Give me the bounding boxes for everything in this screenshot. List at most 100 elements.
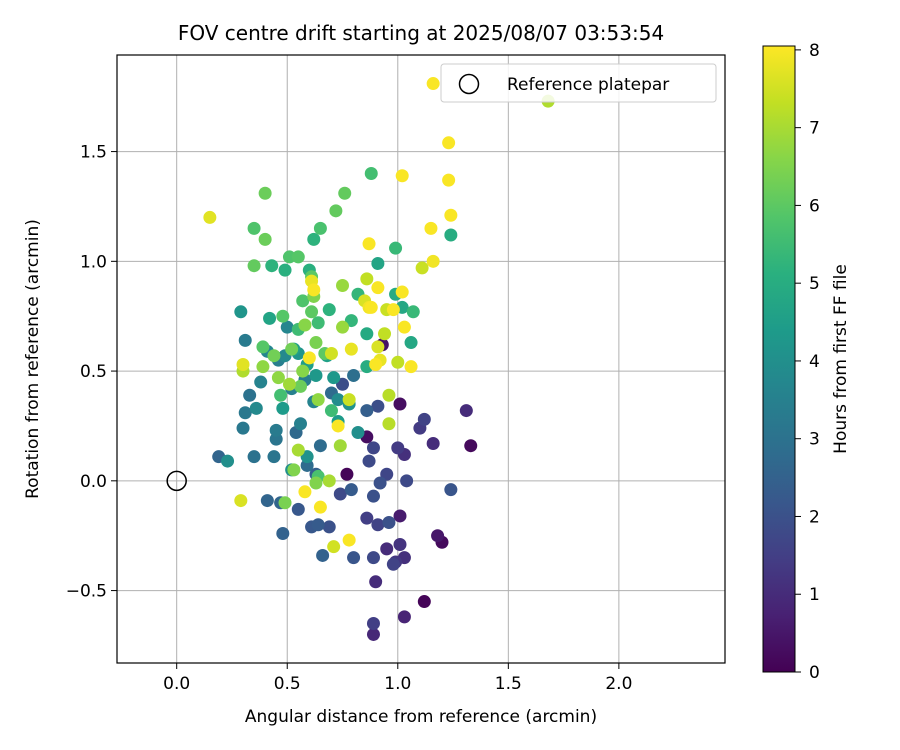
- scatter-point: [360, 511, 374, 525]
- colorbar-tick-label: 2: [809, 507, 820, 527]
- scatter-point: [258, 186, 272, 200]
- scatter-point: [426, 254, 440, 268]
- scatter-point: [322, 520, 336, 534]
- scatter-point: [426, 437, 440, 451]
- scatter-point: [431, 529, 445, 543]
- scatter-point: [305, 305, 319, 319]
- scatter-point: [256, 360, 270, 374]
- scatter-point: [311, 393, 325, 407]
- colorbar-tick-label: 5: [809, 274, 820, 294]
- scatter-point: [316, 548, 330, 562]
- scatter-point: [324, 404, 338, 418]
- scatter-point: [256, 340, 270, 354]
- grid-lines: [117, 55, 725, 663]
- scatter-point: [378, 327, 392, 341]
- scatter-point: [263, 311, 277, 325]
- y-tick-label: 1.5: [80, 143, 107, 163]
- scatter-point: [313, 500, 327, 514]
- scatter-point: [391, 441, 405, 455]
- x-axis-ticks: 0.0 0.5 1.0 1.5 2.0: [163, 663, 632, 694]
- scatter-point: [331, 393, 345, 407]
- scatter-point: [294, 417, 308, 431]
- y-axis-label: Rotation from reference (arcmin): [23, 219, 43, 499]
- scatter-point: [382, 388, 396, 402]
- scatter-point: [382, 417, 396, 431]
- scatter-point: [389, 241, 403, 255]
- scatter-point: [278, 263, 292, 277]
- scatter-point: [371, 281, 385, 295]
- reference-platepar-marker: [166, 470, 187, 492]
- scatter-point: [393, 537, 407, 551]
- legend-box: [440, 63, 717, 103]
- scatter-point: [380, 542, 394, 556]
- scatter-point: [291, 250, 305, 264]
- scatter-point: [269, 423, 283, 437]
- scatter-point: [404, 336, 418, 350]
- scatter-point: [415, 261, 429, 275]
- scatter-point: [360, 327, 374, 341]
- scatter-point: [442, 136, 456, 150]
- scatter-point: [309, 476, 323, 490]
- x-tick-label: 0.0: [163, 674, 190, 694]
- scatter-point: [258, 232, 272, 246]
- scatter-point: [260, 494, 274, 508]
- colorbar: [762, 45, 796, 673]
- scatter-point: [249, 401, 263, 415]
- scatter-point: [393, 509, 407, 523]
- x-tick-label: 0.5: [274, 674, 301, 694]
- scatter-point: [298, 318, 312, 332]
- scatter-point: [291, 443, 305, 457]
- scatter-point: [322, 303, 336, 317]
- scatter-point: [294, 379, 308, 393]
- scatter-point: [464, 439, 478, 453]
- colorbar-tick-label: 4: [809, 352, 820, 372]
- scatter-point: [366, 627, 380, 641]
- scatter-point: [342, 533, 356, 547]
- scatter-point: [238, 406, 252, 420]
- scatter-point: [338, 186, 352, 200]
- scatter-point: [347, 368, 361, 382]
- scatter-point: [247, 259, 261, 273]
- scatter-point: [344, 342, 358, 356]
- scatter-point: [282, 377, 296, 391]
- scatter-point: [360, 272, 374, 286]
- scatter-point: [324, 347, 338, 361]
- scatter-point: [280, 320, 294, 334]
- scatter-point: [254, 375, 268, 389]
- scatter-point: [369, 357, 383, 371]
- scatter-point: [336, 278, 350, 292]
- y-tick-label: −0.5: [66, 582, 107, 602]
- scatter-point: [340, 467, 354, 481]
- scatter-point: [417, 595, 431, 609]
- scatter-point: [267, 450, 281, 464]
- scatter-point: [459, 404, 473, 418]
- colorbar-tick-label: 0: [809, 663, 820, 683]
- scatter-point: [382, 516, 396, 530]
- scatter-point: [298, 485, 312, 499]
- scatter-point: [276, 526, 290, 540]
- scatter-point: [296, 364, 310, 378]
- colorbar-tick-label: 7: [809, 119, 820, 139]
- x-tick-label: 1.5: [495, 674, 522, 694]
- scatter-point: [444, 483, 458, 497]
- scatter-point: [364, 167, 378, 181]
- scatter-point: [444, 208, 458, 222]
- scatter-point: [276, 401, 290, 415]
- chart-title: FOV centre drift starting at 2025/08/07 …: [178, 21, 664, 45]
- colorbar-tick-label: 1: [809, 585, 820, 605]
- scatter-point: [271, 371, 285, 385]
- scatter-point: [371, 399, 385, 413]
- scatter-point: [442, 173, 456, 187]
- x-tick-label: 2.0: [605, 674, 632, 694]
- scatter-point: [344, 314, 358, 328]
- colorbar-tick-label: 6: [809, 196, 820, 216]
- scatter-point: [276, 309, 290, 323]
- scatter-point: [371, 340, 385, 354]
- colorbar-tick-label: 8: [809, 41, 820, 61]
- data-points: [203, 77, 555, 641]
- scatter-point: [247, 450, 261, 464]
- scatter-point: [311, 316, 325, 330]
- scatter-point: [369, 575, 383, 589]
- scatter-point: [351, 426, 365, 440]
